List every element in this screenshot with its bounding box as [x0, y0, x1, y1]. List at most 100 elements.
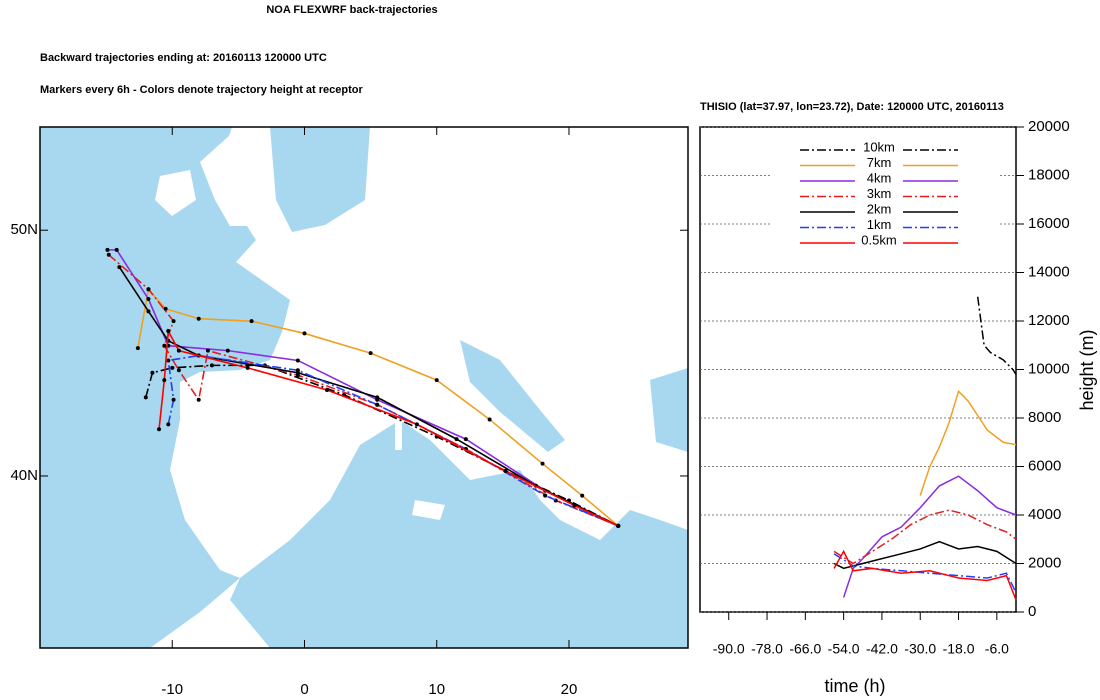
y-tick-label: 14000 [1028, 263, 1070, 280]
legend-label: 10km [863, 139, 895, 154]
trajectory-marker [171, 397, 176, 402]
y-tick-label: 0 [1028, 603, 1036, 620]
trajectory-marker [166, 328, 171, 333]
sicily [412, 500, 445, 520]
trajectory-marker [166, 422, 171, 427]
trajectory-marker [209, 363, 214, 368]
trajectory-marker [375, 402, 380, 407]
trajectory-marker [166, 358, 171, 363]
trajectory-marker [114, 247, 119, 252]
trajectory-marker [368, 351, 373, 356]
x-tick-label: -30.0 [904, 641, 936, 657]
atlantic [40, 127, 290, 648]
trajectory-marker [163, 306, 168, 311]
trajectory-marker [170, 365, 175, 370]
series-line [842, 475, 1017, 598]
legend-label: 3km [867, 186, 892, 201]
series-line [833, 509, 1017, 565]
y-tick-label: 2000 [1028, 554, 1061, 571]
y-axis-title: height (m) [1077, 329, 1097, 410]
trajectory-marker [135, 346, 140, 351]
y-tick-label: 18000 [1028, 166, 1070, 183]
trajectory-marker [434, 378, 439, 383]
trajectory-marker [171, 319, 176, 324]
x-tick-label: -66.0 [789, 641, 821, 657]
islands [155, 135, 520, 520]
trajectory-marker [143, 395, 148, 400]
y-tick-label: 12000 [1028, 312, 1070, 329]
trajectory-marker [105, 247, 110, 252]
trajectory [137, 287, 619, 527]
trajectory-marker [295, 368, 300, 373]
sea [40, 127, 688, 648]
legend-label: 7km [867, 155, 892, 170]
y-tick-label: 40N [10, 467, 38, 484]
trajectory-marker [375, 395, 380, 400]
trajectory-marker [302, 331, 307, 336]
mediterranean [230, 420, 688, 648]
trajectory-marker [580, 493, 585, 498]
x-axis-title: time (h) [824, 676, 885, 696]
trajectory-marker [117, 265, 122, 270]
series-line [833, 549, 1017, 601]
trajectory-marker [463, 437, 468, 442]
legend-label: 0.5km [861, 232, 896, 247]
subtitle: Markers every 6h - Colors denote traject… [40, 84, 363, 96]
trajectory-marker [196, 316, 201, 321]
y-tick-label: 16000 [1028, 215, 1070, 232]
trajectory-marker [503, 469, 508, 474]
y-tick-label: 8000 [1028, 409, 1061, 426]
x-tick-label: 10 [428, 681, 445, 698]
north-sea [270, 127, 370, 232]
legend-background [770, 140, 1000, 250]
trajectory-marker [157, 427, 162, 432]
x-tick-label: -10 [161, 681, 183, 698]
great-britain [200, 135, 272, 226]
trajectory-marker [572, 503, 577, 508]
x-tick-label: 20 [561, 681, 578, 698]
trajectory-marker [324, 387, 329, 392]
trajectory-marker [176, 348, 181, 353]
trajectory-marker [150, 370, 155, 375]
y-tick-label: 4000 [1028, 506, 1061, 523]
trajectory-marker [162, 378, 167, 383]
y-tick-label: 20000 [1028, 118, 1070, 135]
trajectory-marker [176, 368, 181, 373]
y-tick-label: 50N [10, 221, 38, 238]
trajectory-marker [249, 319, 254, 324]
trajectory-marker [106, 252, 111, 257]
map-frame [39, 126, 689, 649]
ireland [155, 170, 196, 216]
subtitle: Backward trajectories ending at: 2016011… [40, 52, 327, 64]
figure-title: NOA FLEXWRF back-trajectories [266, 4, 437, 16]
trajectory-marker [245, 365, 250, 370]
x-tick-label: -78.0 [751, 641, 783, 657]
x-tick-label: 0 [300, 681, 308, 698]
series-line [976, 296, 1017, 375]
map-background [40, 127, 688, 648]
black-sea [650, 368, 688, 452]
trajectory-marker [146, 287, 151, 292]
x-tick-label: -90.0 [713, 641, 745, 657]
x-tick-label: -18.0 [943, 641, 975, 657]
trajectories [105, 247, 621, 528]
sardinia [395, 415, 402, 450]
trajectory-marker [487, 417, 492, 422]
series-line [919, 389, 1017, 496]
trajectory-marker [205, 348, 210, 353]
trajectory-marker [543, 493, 548, 498]
plot-title: THISIO (lat=37.97, lon=23.72), Date: 120… [700, 101, 1004, 113]
series-line [833, 553, 1017, 593]
adriatic [460, 340, 565, 452]
trajectory-marker [295, 358, 300, 363]
trajectory-marker [196, 397, 201, 402]
trajectory-marker [146, 309, 151, 314]
trajectory-marker [540, 461, 545, 466]
trajectory-marker [414, 422, 419, 427]
italy [420, 395, 520, 470]
x-tick-label: -6.0 [985, 641, 1009, 657]
legend-label: 1km [867, 217, 892, 232]
trajectory-marker [146, 297, 151, 302]
